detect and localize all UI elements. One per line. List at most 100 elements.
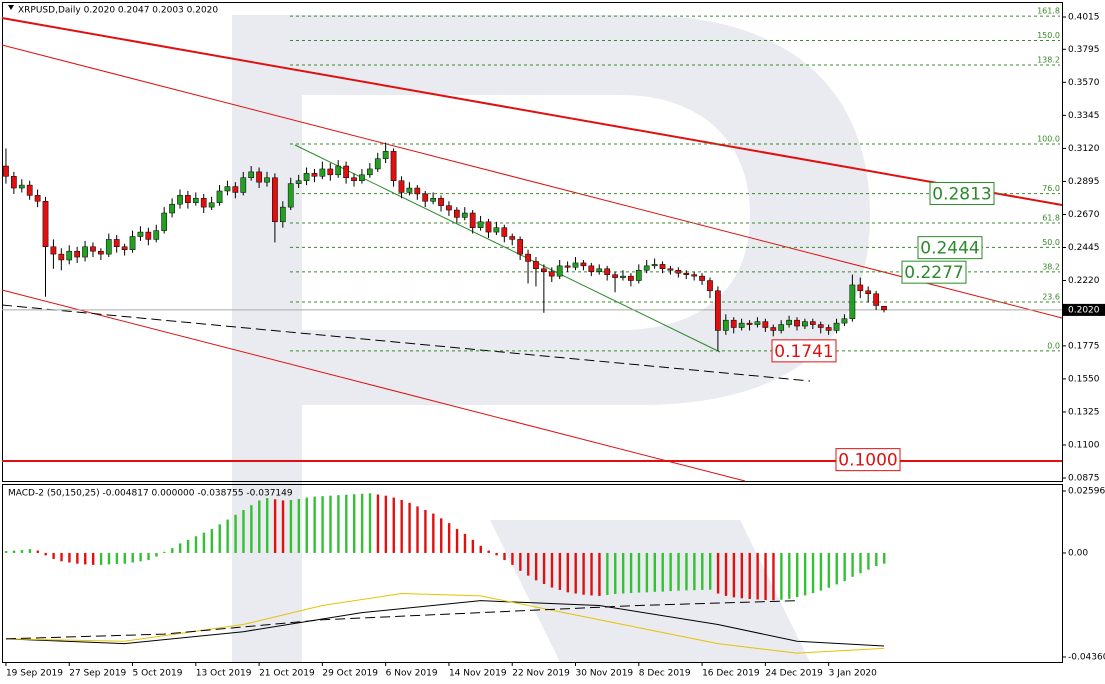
macd-bar bbox=[313, 496, 316, 553]
macd-bar bbox=[590, 552, 593, 596]
candle-body bbox=[359, 174, 365, 181]
x-tick-label: 27 Sep 2019 bbox=[69, 669, 126, 679]
macd-bar bbox=[511, 552, 514, 565]
macd-bar bbox=[281, 500, 285, 553]
last-price-box bbox=[1063, 303, 1105, 316]
candle-body bbox=[722, 319, 729, 331]
macd-bar bbox=[178, 543, 182, 553]
candle-body bbox=[802, 321, 808, 327]
macd-bar bbox=[250, 505, 253, 553]
macd-bar bbox=[463, 533, 467, 553]
candle-body bbox=[628, 275, 634, 281]
macd-bar bbox=[669, 552, 672, 592]
macd-bar bbox=[835, 552, 838, 585]
x-tick-label: 24 Dec 2019 bbox=[765, 669, 823, 679]
y-tick-label: 0.3345 bbox=[1068, 111, 1100, 121]
x-tick-label: 21 Oct 2019 bbox=[259, 669, 315, 679]
macd-bar bbox=[186, 539, 190, 553]
y-tick-label: 0.2220 bbox=[1068, 276, 1100, 286]
macd-bar bbox=[353, 494, 356, 553]
candle-body bbox=[303, 173, 310, 181]
macd-bar bbox=[843, 552, 846, 582]
candle-body bbox=[541, 268, 547, 272]
y2-tick-label: 0.00 bbox=[1068, 548, 1088, 558]
macd-bar bbox=[788, 552, 791, 599]
macd-bar bbox=[99, 552, 103, 565]
price-pane bbox=[2, 2, 1063, 482]
macd-bar bbox=[724, 552, 728, 596]
macd-bar bbox=[558, 552, 562, 590]
candle-body bbox=[675, 270, 682, 274]
fib-label: 76.0 bbox=[1042, 184, 1060, 193]
macd-bar bbox=[740, 552, 744, 599]
candle-body bbox=[651, 264, 658, 267]
candle-body bbox=[153, 230, 160, 240]
macd-bar bbox=[503, 552, 506, 561]
x-tick-label: 8 Dec 2019 bbox=[639, 669, 691, 679]
candle-body bbox=[588, 265, 595, 272]
candle-body bbox=[343, 165, 349, 179]
candle-body bbox=[643, 265, 650, 271]
candle-body bbox=[849, 284, 856, 319]
candle-body bbox=[525, 253, 531, 262]
macd-bar bbox=[645, 552, 649, 593]
macd-bar bbox=[677, 552, 680, 591]
x-tick-label: 22 Nov 2019 bbox=[512, 669, 570, 679]
candle-body bbox=[232, 186, 239, 193]
candle-body bbox=[224, 186, 231, 192]
candle-body bbox=[430, 198, 436, 202]
y-tick-label: 0.1325 bbox=[1068, 407, 1100, 417]
macd-bar bbox=[534, 552, 538, 581]
candle-body bbox=[833, 322, 840, 331]
candle-body bbox=[477, 221, 484, 228]
macd-bar bbox=[297, 499, 301, 553]
candle-body bbox=[438, 198, 444, 206]
macd-bar bbox=[52, 552, 55, 559]
macd-bar bbox=[432, 513, 435, 553]
candle-body bbox=[335, 165, 342, 176]
price-box-label: 0.2277 bbox=[904, 263, 963, 283]
menu-arrow bbox=[8, 5, 14, 10]
candle-body bbox=[865, 290, 872, 294]
macd-bar bbox=[28, 549, 32, 553]
macd-bar bbox=[424, 509, 427, 553]
candle-body bbox=[683, 272, 690, 275]
macd-line bbox=[5, 600, 798, 640]
candle-body bbox=[327, 168, 334, 176]
candle-body bbox=[715, 290, 721, 331]
macd-bar bbox=[210, 529, 214, 553]
candle-body bbox=[414, 187, 421, 195]
candle-body bbox=[3, 165, 9, 177]
candle-body bbox=[493, 227, 500, 233]
candle-body bbox=[453, 209, 460, 218]
macd-bar bbox=[606, 552, 609, 595]
candle-body bbox=[406, 187, 413, 193]
macd-bar bbox=[859, 552, 862, 574]
candle-body bbox=[817, 324, 824, 328]
macd-bar bbox=[44, 552, 47, 556]
macd-bar bbox=[226, 519, 229, 553]
macd-bar bbox=[764, 552, 767, 600]
macd-bar bbox=[76, 552, 79, 564]
candle-body bbox=[177, 195, 183, 205]
candle-body bbox=[129, 236, 136, 250]
macd-bar bbox=[574, 552, 577, 594]
candle-body bbox=[66, 250, 73, 261]
y-tick-label: 0.2670 bbox=[1068, 210, 1100, 220]
macd-bar bbox=[163, 551, 166, 553]
price-box-label: 0.2444 bbox=[920, 239, 979, 259]
macd-bar bbox=[131, 552, 134, 563]
macd-pane bbox=[2, 484, 1063, 663]
macd-bar bbox=[732, 552, 736, 598]
fib-label: 0.0 bbox=[1047, 341, 1060, 350]
macd-bar bbox=[550, 552, 554, 588]
x-tick-label: 13 Oct 2019 bbox=[196, 669, 252, 679]
candle-body bbox=[786, 319, 792, 325]
candle-body bbox=[311, 173, 318, 177]
candle-body bbox=[137, 231, 144, 237]
fib-label: 161.8 bbox=[1037, 7, 1060, 16]
macd-bar bbox=[542, 552, 546, 584]
macd-bar bbox=[803, 552, 807, 596]
macd-bar bbox=[266, 498, 269, 553]
